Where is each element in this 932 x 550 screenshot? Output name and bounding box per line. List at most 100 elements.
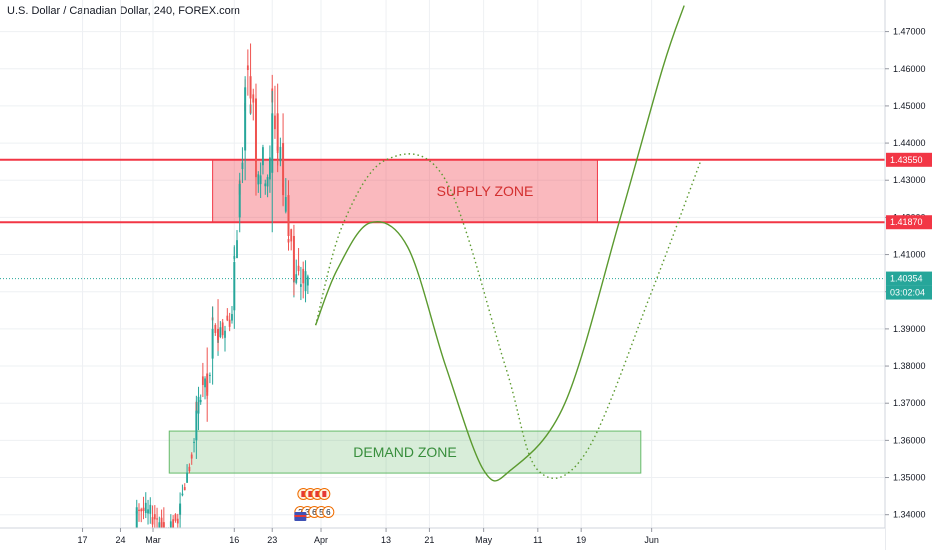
time-tick-label: 16 [229, 535, 239, 545]
candle-body [153, 514, 156, 520]
candle-body [181, 493, 184, 496]
event-count: 5 [319, 508, 324, 517]
price-tick-label: 1.38000 [893, 361, 926, 371]
supply-top-price-tag-bg [886, 152, 932, 167]
time-tick-label: 24 [115, 535, 125, 545]
event-count: 6 [326, 508, 331, 517]
candle-body [264, 183, 267, 187]
candle-body [269, 157, 271, 180]
candle-body [244, 87, 247, 151]
price-tick-label: 1.45000 [893, 101, 926, 111]
candle-body [160, 517, 163, 528]
candle-body [176, 518, 179, 524]
time-tick-label: Apr [314, 535, 328, 545]
candle-body [174, 514, 177, 521]
projection-dotted-line [314, 153, 702, 479]
candle-body [183, 487, 186, 491]
candle-body [197, 396, 200, 414]
event-count-marker[interactable] [322, 506, 335, 518]
candle-body [271, 113, 274, 173]
price-tick-label: 1.35000 [893, 473, 926, 483]
candle-body [290, 229, 293, 242]
price-tick-label: 1.44000 [893, 138, 926, 148]
candle-body [287, 195, 290, 236]
candles [49, 43, 309, 550]
candle-body [306, 276, 309, 286]
candle-body [209, 374, 211, 376]
candle-body [219, 327, 222, 337]
candle-body [138, 509, 140, 511]
candle-body [142, 507, 145, 512]
candle-body [211, 328, 214, 359]
candle-body [158, 522, 161, 529]
time-tick-label: 21 [424, 535, 434, 545]
candle-body [228, 319, 231, 327]
candle-body [144, 502, 147, 514]
supply-top-price-tag: 1.43550 [890, 155, 923, 165]
candle-body [190, 454, 193, 459]
candle-body [246, 65, 249, 71]
candle-body [257, 174, 260, 185]
time-axis [0, 528, 885, 550]
supply-bottom-price-tag: 1.41870 [890, 217, 923, 227]
countdown-bg [886, 285, 932, 300]
candle-body [236, 240, 238, 259]
projections [314, 5, 702, 482]
candle-body [266, 177, 269, 187]
candle-body [149, 504, 152, 514]
time-tick-label: 23 [267, 535, 277, 545]
candle-body [254, 98, 257, 162]
price-tick-label: 1.46000 [893, 64, 926, 74]
flag-icon [301, 491, 306, 497]
flag-icon [315, 491, 320, 497]
candle-body [226, 315, 229, 321]
price-tick-label: 1.43000 [893, 175, 926, 185]
supply-bottom-price-tag-bg [886, 215, 932, 230]
candle-body [295, 274, 298, 283]
zones: SUPPLY ZONE DEMAND ZONE [0, 158, 885, 474]
candle-body [201, 376, 204, 385]
candle-body [169, 521, 172, 534]
candle-body [259, 175, 262, 185]
candle-body [193, 441, 195, 443]
candle-body [156, 518, 158, 520]
flag-icon [308, 491, 313, 497]
time-tick-label: 13 [381, 535, 391, 545]
candle-body [252, 94, 255, 103]
candle-body [274, 115, 276, 130]
candle-body [231, 314, 233, 321]
last-price-tag-bg [886, 271, 932, 286]
demand-zone-box [168, 430, 642, 474]
candle-body [262, 147, 264, 166]
chart-title: U.S. Dollar / Canadian Dollar, 240, FORE… [7, 5, 240, 17]
candle-body [140, 509, 143, 512]
candle-body [188, 466, 191, 472]
price-tick-label: 1.34000 [893, 510, 926, 520]
price-tick-label: 1.36000 [893, 435, 926, 445]
candle-body [186, 472, 188, 483]
supply-zone-box [212, 159, 598, 223]
time-tick-label: Jun [644, 535, 659, 545]
price-tick-label: 1.39000 [893, 324, 926, 334]
candle-body [179, 503, 182, 515]
candle-body [233, 261, 236, 311]
candle-body [135, 507, 138, 534]
candle-body [304, 271, 307, 292]
event-count: 6 [312, 508, 317, 517]
candle-body [284, 197, 287, 212]
candle-body [292, 235, 295, 281]
time-tick-label: May [475, 535, 493, 545]
candle-body [147, 509, 149, 514]
candle-body [249, 76, 252, 99]
event-markers[interactable]: 23656 [294, 488, 335, 522]
grid [0, 0, 885, 528]
time-tick-label: Mar [145, 535, 161, 545]
candle-body [241, 162, 244, 170]
candle-body [279, 146, 282, 162]
candle-body [151, 517, 154, 525]
candle-body [299, 284, 302, 287]
demand-zone-label: DEMAND ZONE [353, 444, 456, 460]
candle-body [224, 330, 226, 338]
